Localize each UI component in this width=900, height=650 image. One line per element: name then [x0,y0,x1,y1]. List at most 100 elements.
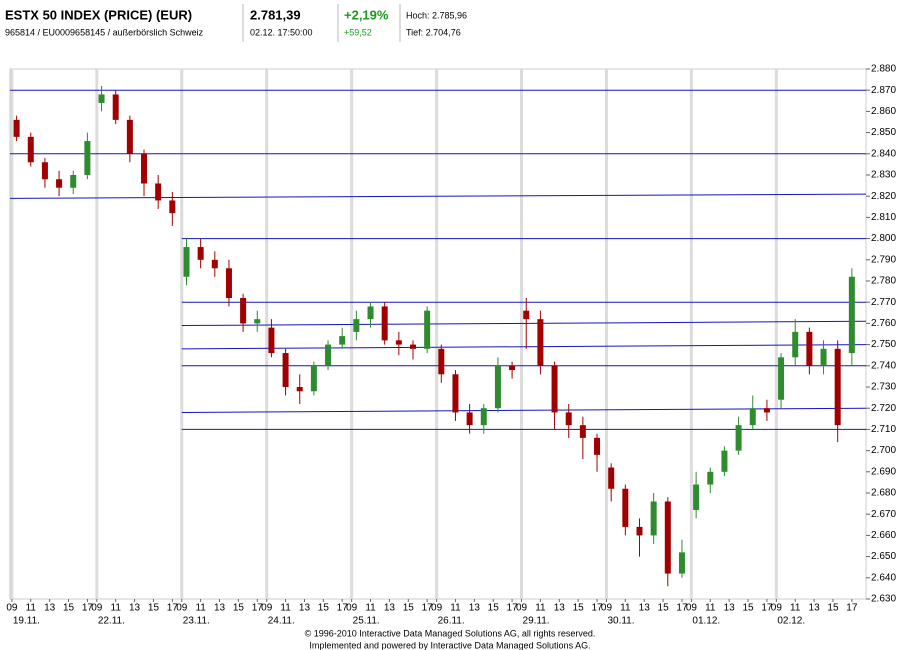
trend-line [181,320,867,327]
y-tick-label: 2.850 [871,127,896,138]
x-tick-label: 11 [705,603,716,614]
x-tick-label: 09 [261,603,273,614]
y-tick-label: 2.660 [871,530,896,541]
x-tick-label: 09 [686,603,698,614]
candle-body [183,247,190,277]
candle-body [27,136,34,163]
candle-body [480,408,487,426]
trend-line [181,407,867,413]
x-tick-label: 11 [450,603,461,614]
candle-body [778,357,785,400]
x-tick-label: 17 [846,603,858,614]
low: Tief: 2.704,76 [406,27,461,37]
x-tick-label: 09 [771,603,783,614]
candle-body [664,501,671,574]
x-tick-label: 15 [233,603,245,614]
y-tick-label: 2.810 [871,212,896,223]
y-tick-label: 2.880 [871,64,896,75]
y-tick-label: 2.650 [871,551,896,562]
candle-body [98,94,105,103]
y-tick-label: 2.690 [871,466,896,477]
candle-body [806,331,813,366]
candle-body [296,387,303,392]
day-label: 26.11. [438,616,465,627]
candle-body [84,141,91,175]
x-tick-label: 11 [790,603,801,614]
candle-body [509,365,516,371]
x-tick-label: 11 [365,603,376,614]
change-pct: +2,19% [344,7,389,22]
day-label: 30.11. [607,616,634,627]
x-tick-label: 13 [639,603,651,614]
candle-body [848,276,855,354]
x-tick-label: 17 [761,603,773,614]
x-tick-label: 11 [620,603,631,614]
y-tick-label: 2.740 [871,360,896,371]
day-label: 19.11. [13,616,40,627]
candle-body [424,310,431,349]
x-tick-label: 17 [422,603,434,614]
day-label: 02.12. [777,616,805,627]
x-tick-label: 11 [111,603,122,614]
candle-body [735,425,742,451]
candle-body [579,425,586,438]
day-label: 29.11. [523,616,550,627]
y-tick-label: 2.800 [871,233,896,244]
candle-body [721,450,728,472]
y-tick-label: 2.760 [871,318,896,329]
trend-line [9,193,867,199]
x-tick-label: 09 [431,603,443,614]
candle-body [834,348,841,426]
x-tick-label: 15 [658,603,670,614]
y-tick-label: 2.750 [871,339,896,350]
copyright: © 1996-2010 Interactive Data Managed Sol… [305,628,596,638]
x-tick-label: 09 [6,603,18,614]
candle-body [310,365,317,392]
candle-body [523,310,530,320]
candle-body [551,365,558,413]
candle-body [211,259,218,269]
plot: 19.11. 22.11. 23.11. 24.11. 25.11. 26.11. 29.1… [6,64,896,627]
change-abs: +59,52 [344,27,372,37]
candle-body [395,340,402,345]
x-tick-label: 15 [63,603,75,614]
candle-body [155,183,162,201]
candle-body [678,552,685,574]
candle-body [820,348,827,366]
candle-body [749,408,756,426]
candle-body [452,374,459,413]
high: Hoch: 2.785,96 [406,10,467,20]
title: ESTX 50 INDEX (PRICE) (EUR) [5,7,192,22]
x-tick-label: 15 [148,603,160,614]
candle-body [636,526,643,536]
candle-body [112,94,119,120]
x-tick-label: 13 [214,603,226,614]
x-tick-label: 09 [91,603,103,614]
x-tick-label: 13 [299,603,311,614]
candle-body [254,319,261,324]
candle-body [693,484,700,510]
x-tick-label: 15 [488,603,500,614]
subtitle: 965814 / EU0009658145 / außerbörslich Sc… [5,27,204,37]
candle-body [381,306,388,341]
candle-body [367,306,374,320]
candle-body [707,471,714,485]
candle-body [537,319,544,366]
x-tick-label: 15 [318,603,330,614]
y-tick-label: 2.870 [871,85,896,96]
x-tick-label: 11 [195,603,206,614]
x-tick-label: 15 [573,603,585,614]
candle-body [169,200,176,214]
x-tick-label: 13 [129,603,141,614]
y-tick-label: 2.710 [871,424,896,435]
y-tick-label: 2.770 [871,297,896,308]
x-tick-label: 17 [337,603,349,614]
y-tick-label: 2.640 [871,572,896,583]
candle-body [41,162,48,180]
x-tick-label: 09 [601,603,613,614]
x-tick-label: 15 [742,603,754,614]
x-tick-label: 09 [176,603,188,614]
x-tick-label: 17 [591,603,603,614]
time: 02.12. 17:50:00 [250,27,313,37]
